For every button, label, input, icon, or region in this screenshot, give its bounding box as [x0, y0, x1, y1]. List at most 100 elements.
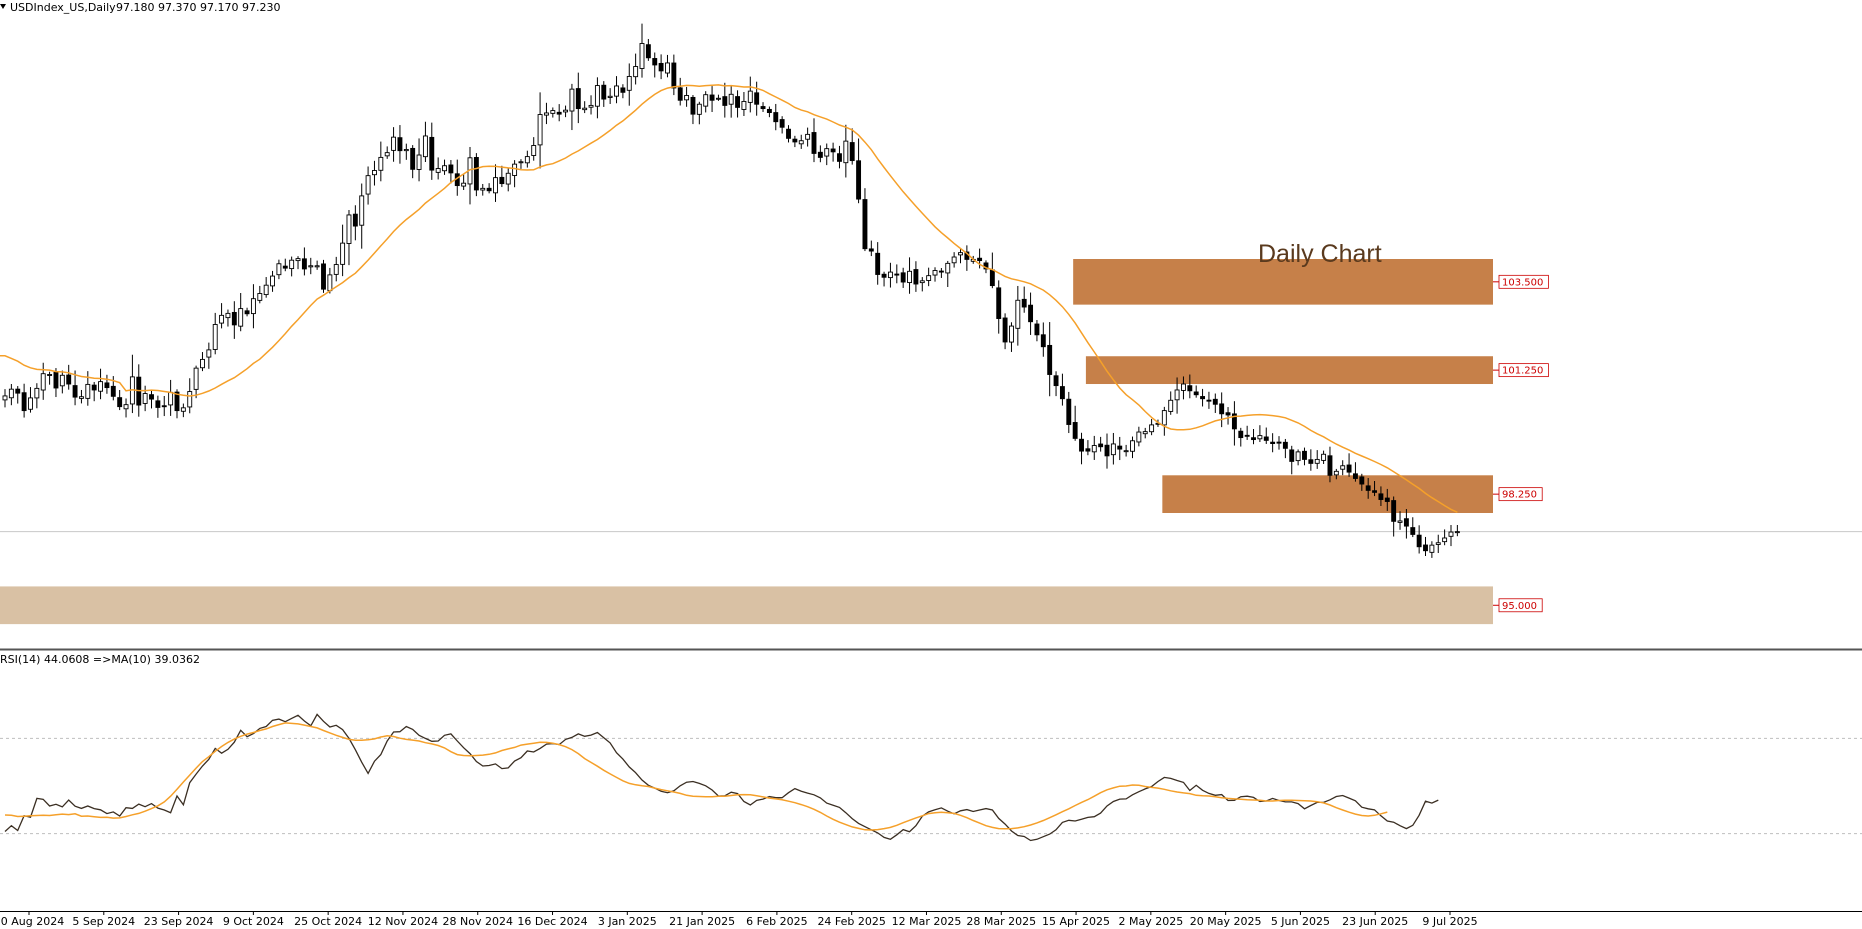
- candle-up: [951, 256, 957, 264]
- candle-down: [1212, 398, 1218, 405]
- candle-up: [1257, 435, 1263, 440]
- candle-down: [556, 111, 562, 115]
- candle-down: [989, 269, 995, 287]
- candle-down: [1187, 385, 1193, 392]
- candle-down: [1308, 459, 1314, 464]
- candle-up: [327, 274, 333, 292]
- symbol-label: USDIndex_US,Daily: [10, 1, 116, 14]
- candle-up: [263, 284, 269, 296]
- candle-down: [410, 147, 416, 170]
- candle-down: [1059, 386, 1065, 400]
- candle-down: [881, 273, 887, 278]
- candle-down: [1225, 412, 1231, 416]
- candle-down: [397, 137, 403, 152]
- candle-up: [1340, 465, 1346, 470]
- zone-2: [1162, 475, 1493, 513]
- candle-down: [1244, 434, 1250, 437]
- candle-up: [1174, 389, 1180, 401]
- candle-down: [1270, 441, 1276, 444]
- candle-up: [614, 85, 619, 97]
- candle-down: [1021, 298, 1027, 308]
- candle-down: [862, 199, 868, 250]
- candle-down: [1403, 518, 1409, 527]
- candle-up: [238, 308, 244, 327]
- candle-down: [91, 384, 97, 391]
- candle-down: [1378, 493, 1384, 500]
- candle-up: [563, 109, 569, 113]
- time-tick-label: 9 Jul 2025: [1422, 915, 1477, 928]
- candle-up: [843, 140, 849, 164]
- candle-up: [1136, 431, 1142, 443]
- candle-up: [2, 395, 8, 401]
- zone-label-layer: 103.500 101.250 98.250 95.000: [1493, 274, 1549, 613]
- candle-up: [1009, 325, 1014, 343]
- candle-up: [442, 165, 447, 172]
- time-tick-label: 21 Jan 2025: [669, 915, 735, 928]
- candle-up: [289, 259, 295, 270]
- candle-down: [499, 176, 505, 185]
- candle-up: [340, 242, 346, 265]
- candle-down: [231, 311, 237, 326]
- candle-down: [1200, 396, 1206, 400]
- time-tick-label: 5 Sep 2024: [72, 915, 135, 928]
- candle-up: [684, 95, 690, 101]
- candle-down: [722, 96, 728, 106]
- candle-down: [773, 112, 779, 123]
- candle-down: [1359, 476, 1365, 485]
- time-tick-label: 9 Oct 2024: [223, 915, 284, 928]
- candle-up: [480, 187, 486, 191]
- candle-down: [875, 252, 881, 275]
- candle-layer: [2, 23, 1460, 558]
- candle-up: [378, 156, 384, 171]
- candle-up: [1130, 440, 1135, 452]
- candle-up: [544, 112, 549, 116]
- candle-up: [907, 270, 912, 284]
- candle-up: [932, 270, 938, 276]
- candle-down: [282, 265, 288, 269]
- candle-up: [212, 324, 218, 350]
- candle-up: [582, 107, 588, 111]
- candle-down: [1117, 445, 1123, 450]
- candle-down: [817, 151, 823, 158]
- zone-label-box: [1498, 487, 1543, 502]
- candle-up: [403, 149, 409, 152]
- candle-down: [104, 382, 110, 389]
- candle-down: [849, 142, 855, 162]
- zone-label-text: 103.500: [1502, 277, 1543, 288]
- candle-up: [295, 258, 301, 262]
- candle-down: [429, 136, 435, 171]
- time-tick-label: 6 Feb 2025: [746, 915, 807, 928]
- candle-down: [1263, 436, 1269, 441]
- candle-down: [1066, 398, 1072, 425]
- zone-label-text: 98.250: [1502, 490, 1537, 501]
- candle-down: [15, 388, 21, 394]
- candle-up: [665, 62, 670, 74]
- candle-up: [28, 397, 33, 410]
- candle-down: [735, 96, 740, 108]
- candle-down: [575, 88, 581, 110]
- candle-up: [59, 374, 65, 387]
- candle-up: [168, 391, 174, 406]
- candle-up: [607, 95, 613, 98]
- collapse-triangle-icon[interactable]: [0, 4, 6, 9]
- rsi-ma-line: [4, 722, 1388, 831]
- candle-up: [8, 388, 14, 399]
- candle-up: [435, 168, 441, 173]
- time-tick-label: 25 Oct 2024: [294, 915, 362, 928]
- candle-up: [1295, 451, 1301, 462]
- candle-up: [958, 252, 963, 256]
- candle-up: [728, 93, 734, 105]
- zone-label-box: [1498, 598, 1543, 613]
- candle-up: [594, 85, 600, 107]
- candle-up: [1314, 458, 1320, 464]
- candle-down: [1219, 403, 1225, 415]
- candle-up: [1091, 445, 1097, 453]
- candle-down: [1352, 473, 1358, 479]
- candle-down: [690, 96, 696, 115]
- candle-down: [1104, 444, 1110, 457]
- candle-down: [1384, 497, 1390, 502]
- candle-up: [531, 145, 537, 156]
- candle-down: [21, 392, 27, 412]
